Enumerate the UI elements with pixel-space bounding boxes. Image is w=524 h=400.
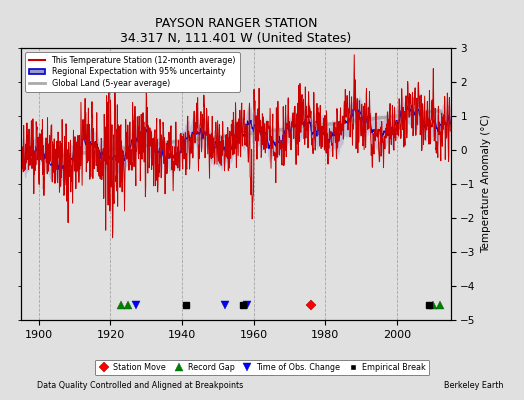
- Title: PAYSON RANGER STATION
34.317 N, 111.401 W (United States): PAYSON RANGER STATION 34.317 N, 111.401 …: [120, 18, 352, 46]
- Text: Data Quality Controlled and Aligned at Breakpoints: Data Quality Controlled and Aligned at B…: [37, 381, 243, 390]
- Y-axis label: Temperature Anomaly (°C): Temperature Anomaly (°C): [481, 114, 492, 254]
- Legend: This Temperature Station (12-month average), Regional Expectation with 95% uncer: This Temperature Station (12-month avera…: [25, 52, 240, 92]
- Text: Berkeley Earth: Berkeley Earth: [444, 381, 503, 390]
- Legend: Station Move, Record Gap, Time of Obs. Change, Empirical Break: Station Move, Record Gap, Time of Obs. C…: [95, 360, 429, 375]
